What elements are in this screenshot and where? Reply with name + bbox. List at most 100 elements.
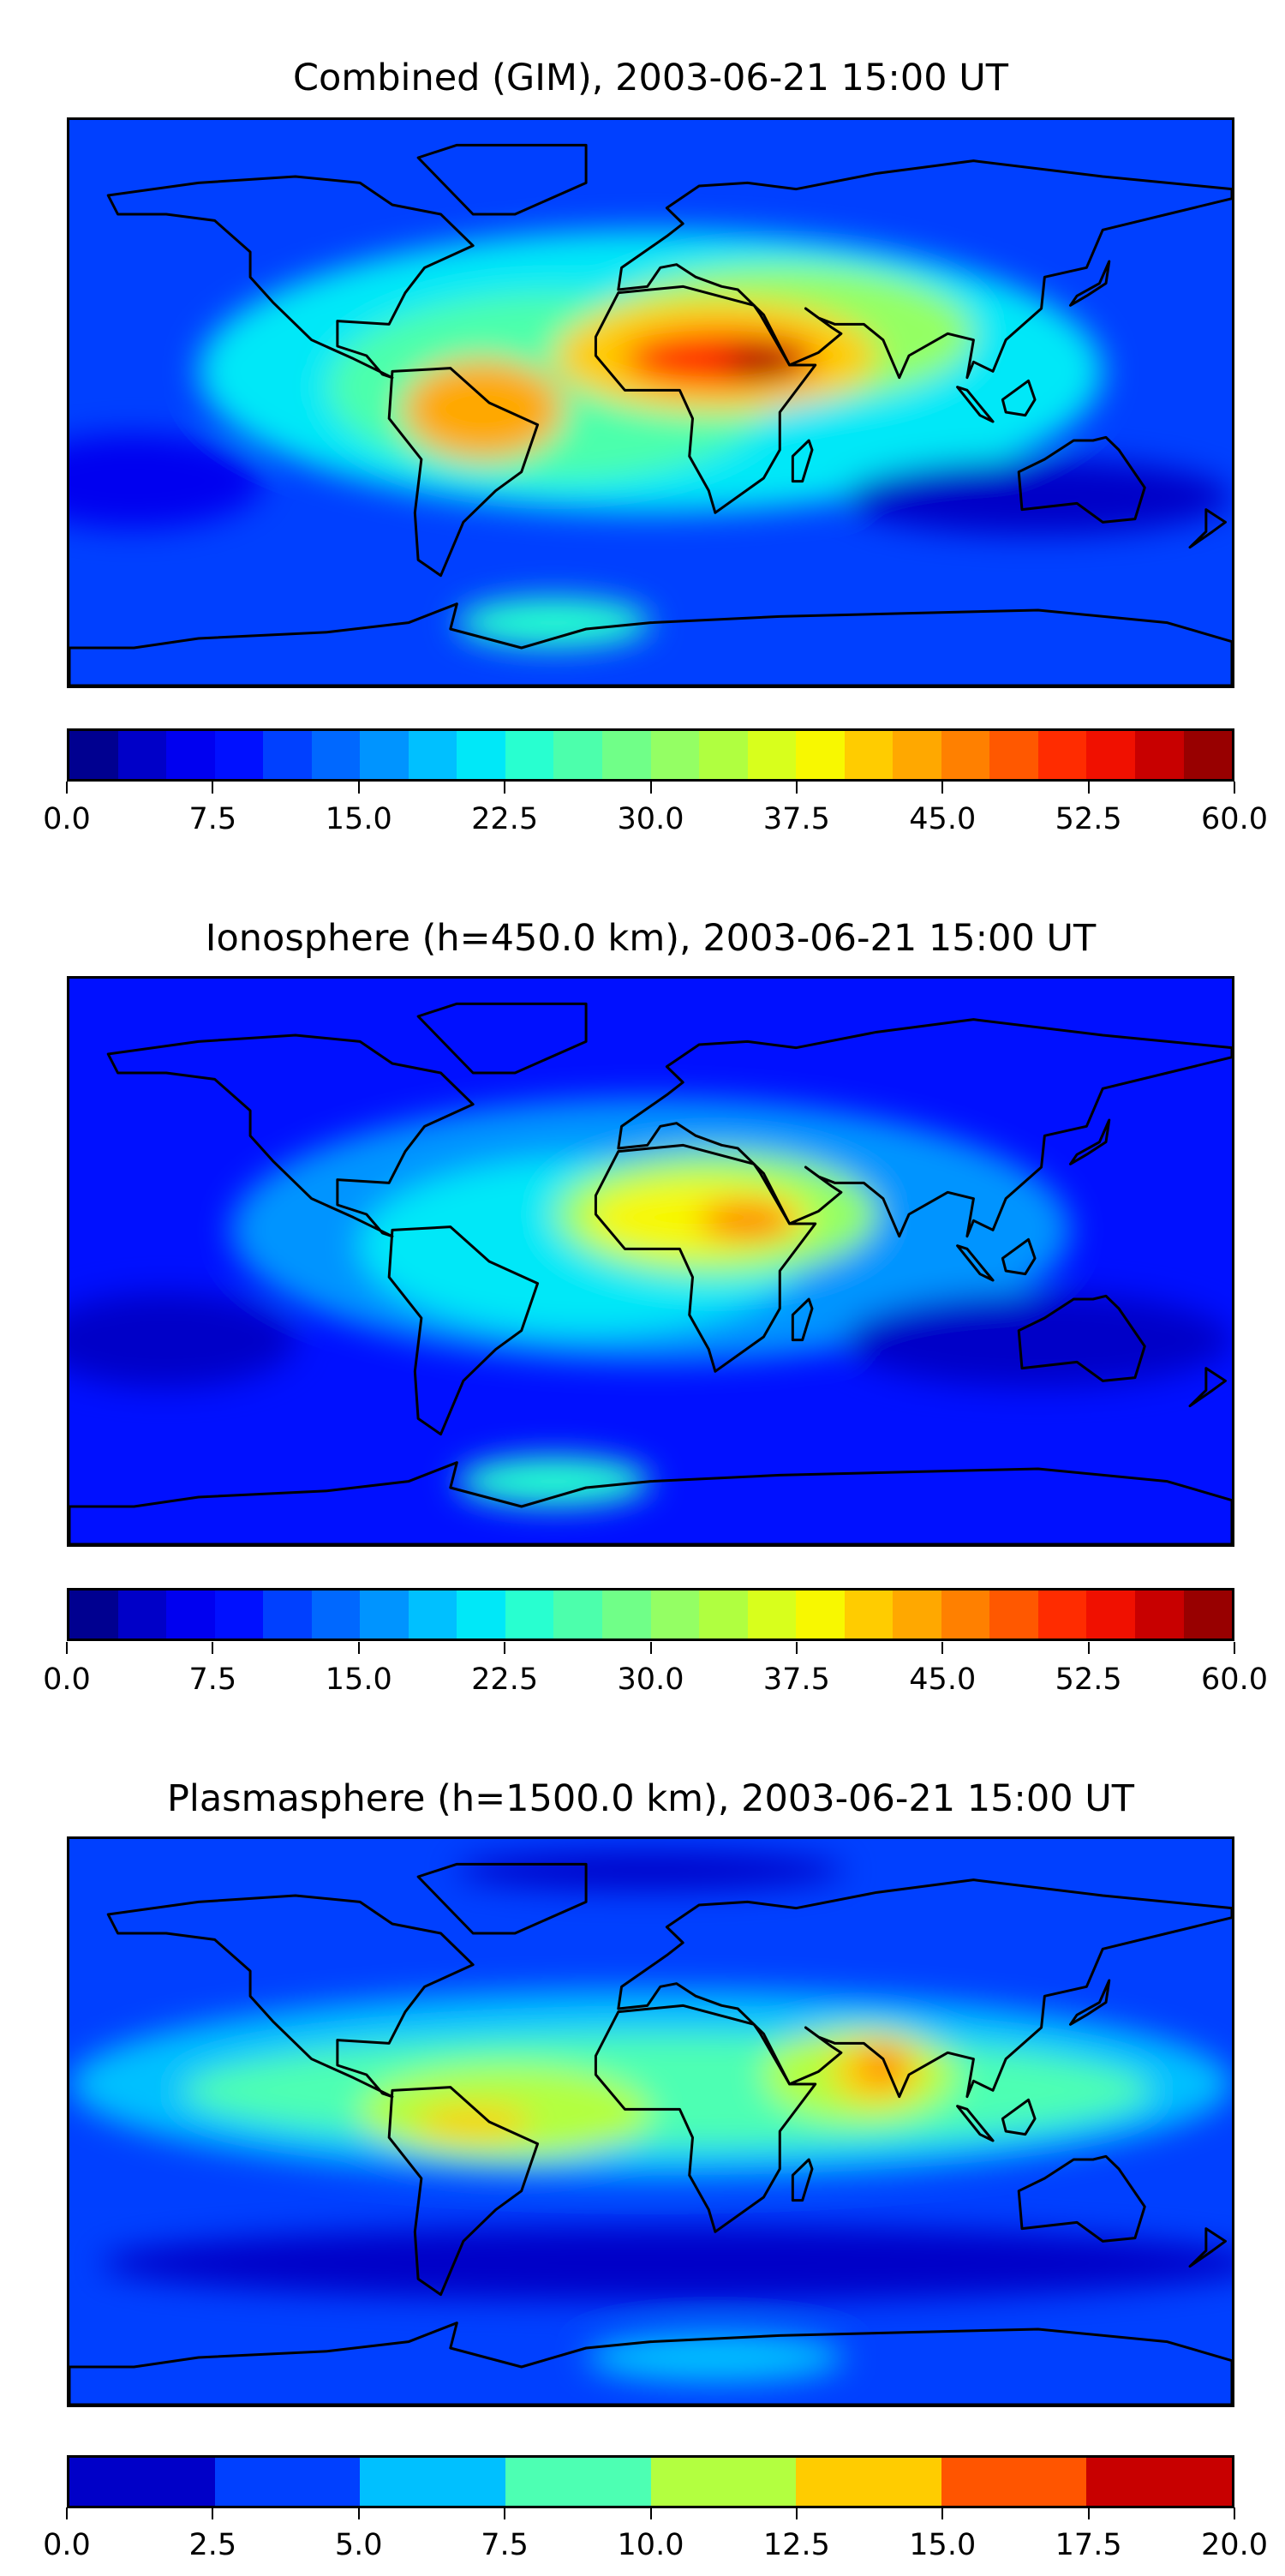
colorbar-tick-label: 37.5	[762, 1662, 830, 1697]
coastline-new-zealand	[1190, 1369, 1225, 1406]
colorbar-level	[796, 2458, 941, 2506]
colorbar-tick-label: 60.0	[1201, 802, 1268, 836]
coastline-borneo	[1002, 1239, 1035, 1273]
colorbar-tick-label: 45.0	[909, 1662, 977, 1697]
colorbar-tick-label: 7.5	[481, 2528, 529, 2562]
coastline-north-america	[108, 1896, 473, 2097]
colorbar-tick-label: 12.5	[762, 2528, 830, 2562]
colorbar-tick	[504, 2507, 506, 2519]
coastline-new-zealand	[1190, 2229, 1225, 2267]
colorbar-tick-label: 52.5	[1055, 1662, 1122, 1697]
colorbar-level	[747, 731, 797, 779]
colorbar-level	[941, 731, 990, 779]
colorbar-tick	[357, 2507, 360, 2519]
colorbar-level	[941, 1591, 990, 1638]
colorbar-level	[553, 1591, 603, 1638]
panel-3-colorbar	[67, 2455, 1234, 2508]
colorbar-tick-label: 20.0	[1201, 2528, 1268, 2562]
coastline-north-america	[108, 1035, 473, 1237]
colorbar-level	[747, 1591, 797, 1638]
colorbar-level	[796, 731, 845, 779]
colorbar-tick	[795, 782, 798, 794]
colorbar-tick-label: 15.0	[325, 1662, 392, 1697]
colorbar-tick	[66, 2507, 68, 2519]
colorbar-level	[69, 1591, 118, 1638]
colorbar-level	[360, 2458, 505, 2506]
panel-2-map	[67, 976, 1234, 1547]
panel-2-colorbar-ticks: 0.0 7.5 15.0 22.5 30.0 37.5 45.0 52.5 60.0	[43, 1642, 1268, 1710]
panel-1-title: Combined (GIM), 2003-06-21 15:00 UT	[292, 57, 1008, 99]
colorbar-tick-label: 52.5	[1055, 802, 1122, 836]
colorbar-level	[844, 1591, 894, 1638]
colorbar-level	[69, 731, 118, 779]
colorbar-tick	[941, 1642, 944, 1654]
colorbar-tick	[1234, 1642, 1235, 1654]
colorbar-level	[505, 1591, 554, 1638]
colorbar-level	[602, 1591, 651, 1638]
colorbar-level	[1086, 1591, 1136, 1638]
colorbar-level	[505, 731, 554, 779]
colorbar-level	[214, 731, 264, 779]
colorbar-level	[117, 1591, 167, 1638]
coastline-madagascar	[792, 2160, 812, 2201]
colorbar-level	[650, 2458, 797, 2506]
colorbar-tick-label: 45.0	[909, 802, 977, 836]
coastline-eurasia	[619, 1020, 1232, 1237]
colorbar-tick	[66, 782, 68, 794]
colorbar-tick-label: 0.0	[43, 2528, 91, 2562]
coastline-north-america	[108, 177, 473, 378]
colorbar-tick	[357, 782, 360, 794]
field-contour-region	[69, 434, 264, 529]
field-contour-region	[725, 346, 803, 378]
colorbar-tick-label: 7.5	[188, 1662, 237, 1697]
panel-2-title: Ionosphere (h=450.0 km), 2003-06-21 15:0…	[205, 917, 1097, 960]
coastline-greenland	[418, 1003, 586, 1073]
colorbar-level	[941, 2458, 1087, 2506]
colorbar-tick	[1087, 1642, 1090, 1654]
colorbar-tick-label: 30.0	[617, 1662, 684, 1697]
panel-2-colorbar	[67, 1588, 1234, 1641]
colorbar-level	[214, 2458, 361, 2506]
colorbar-level	[1037, 731, 1087, 779]
field-contour-region	[844, 459, 1232, 535]
colorbar-level	[796, 1591, 845, 1638]
field-contour-region	[457, 1456, 651, 1507]
colorbar-tick	[212, 1642, 214, 1654]
coastline-madagascar	[792, 440, 812, 482]
colorbar-level	[893, 1591, 941, 1638]
colorbar-level	[457, 1591, 505, 1638]
colorbar-level	[117, 731, 167, 779]
field-contour-region	[69, 1292, 296, 1387]
colorbar-level	[1135, 731, 1184, 779]
colorbar-level	[650, 731, 700, 779]
colorbar-tick-label: 0.0	[43, 802, 91, 836]
colorbar-level	[214, 1591, 264, 1638]
coastline-new-zealand	[1190, 510, 1225, 548]
colorbar-tick	[1234, 2507, 1235, 2519]
colorbar-tick	[649, 782, 652, 794]
colorbar-tick-label: 17.5	[1055, 2528, 1122, 2562]
colorbar-level	[989, 1591, 1038, 1638]
coastline-japan	[1071, 1120, 1109, 1164]
panel-2-map-svg	[69, 979, 1232, 1544]
coastline-south-america	[389, 1227, 537, 1435]
colorbar-level	[650, 1591, 700, 1638]
panel-3-map	[67, 1836, 1234, 2407]
coastline-borneo	[1002, 380, 1035, 415]
coastline-sumatra	[958, 387, 993, 422]
colorbar-tick-label: 5.0	[334, 2528, 383, 2562]
colorbar-tick	[941, 782, 944, 794]
colorbar-level	[893, 731, 941, 779]
field-contour-region	[402, 358, 564, 459]
colorbar-level	[699, 731, 748, 779]
colorbar-tick	[66, 1642, 68, 1654]
colorbar-tick	[795, 1642, 798, 1654]
field-contour-region	[101, 2226, 1232, 2301]
coastline-australia	[1019, 437, 1145, 522]
coastline-eurasia	[619, 161, 1232, 378]
colorbar-tick	[504, 782, 506, 794]
coastline-africa	[595, 1145, 815, 1371]
colorbar-tick-label: 10.0	[617, 2528, 684, 2562]
colorbar-tick-label: 22.5	[471, 802, 539, 836]
panel-3-colorbar-ticks: 0.0 2.5 5.0 7.5 10.0 12.5 15.0 17.5 20.0	[43, 2507, 1268, 2576]
